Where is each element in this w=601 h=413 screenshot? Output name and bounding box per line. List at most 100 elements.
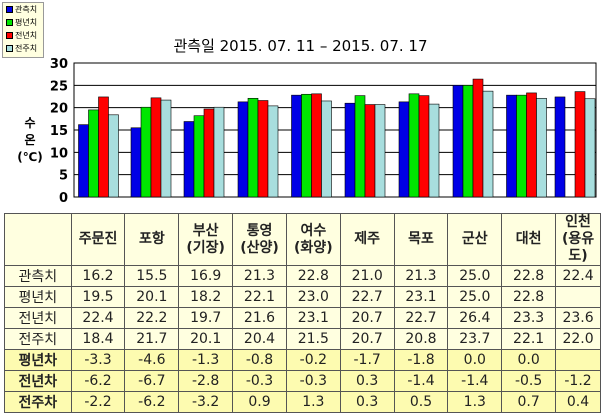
column-header-line: 제주 — [354, 231, 381, 247]
bar-전주치 — [428, 103, 440, 198]
table-cell: -0.2 — [285, 349, 341, 371]
table-cell: 23.3 — [501, 307, 557, 329]
bar-관측치 — [291, 94, 302, 198]
legend-label: 관측치 — [15, 5, 38, 14]
table-header-row: 주문진 포항 부산 (기장) 통영 (산양) 여수 (화양) 제주 목포 군산 대천 인천 (용유도) — [4, 213, 601, 266]
table-cell: 16.9 — [178, 265, 234, 287]
table-cell: 22.8 — [501, 265, 557, 287]
column-header: 통영 (산양) — [232, 213, 287, 266]
column-header-line: 여수 — [300, 222, 327, 239]
bar-관측치 — [554, 96, 566, 198]
bar-전년치 — [203, 108, 215, 198]
bar-전주치 — [160, 99, 172, 198]
column-header-line: (기장) — [186, 239, 225, 256]
row-label: 전주차 — [4, 391, 72, 413]
table-cell: 16.2 — [70, 265, 126, 287]
bar-전년치 — [526, 92, 537, 198]
legend-item: 평년치 — [3, 16, 43, 29]
table-cell: -6.7 — [124, 370, 180, 392]
legend-label: 전년치 — [15, 31, 38, 40]
bar-chart: 0 5 10 15 20 25 30 — [50, 57, 597, 206]
column-header-line: (용유도) — [561, 231, 595, 264]
bar-평년치 — [193, 115, 205, 198]
column-header-line: 주문진 — [78, 231, 118, 247]
legend-item: 전주치 — [3, 42, 43, 55]
table-cell: -6.2 — [124, 391, 180, 413]
table-cell: -1.4 — [393, 370, 449, 392]
column-header: 여수 (화양) — [285, 213, 341, 266]
table-cell: 23.6 — [555, 307, 601, 329]
table-cell: 0.9 — [232, 391, 287, 413]
bar-평년치 — [247, 97, 259, 198]
bar-전주치 — [374, 104, 386, 198]
bar-전주치 — [267, 105, 279, 198]
bar-전년치 — [257, 100, 269, 198]
bar-전주치 — [108, 114, 119, 198]
chart-title: 관측일 2015. 07. 11 – 2015. 07. 17 — [173, 37, 428, 55]
table-cell: 20.7 — [339, 328, 395, 350]
table-cell: -4.6 — [124, 349, 180, 371]
column-header: 주문진 — [70, 213, 126, 266]
bar-관측치 — [344, 102, 356, 198]
y-tick-label: 10 — [50, 146, 68, 161]
table-cell: -0.3 — [285, 370, 341, 392]
legend-swatch — [6, 6, 13, 13]
column-header-line: 대천 — [515, 231, 542, 247]
bar-전년치 — [364, 104, 376, 198]
row-label: 평년차 — [4, 349, 72, 371]
table-cell: 0.3 — [339, 370, 395, 392]
row-label: 전년차 — [4, 370, 72, 392]
table-cell: 1.3 — [285, 391, 341, 413]
table-cell: 19.7 — [178, 307, 234, 329]
row-label: 전년치 — [4, 307, 72, 329]
table-cell: 18.2 — [178, 286, 234, 308]
bar-평년치 — [140, 106, 152, 198]
table-cell: 20.1 — [124, 286, 180, 308]
bar-관측치 — [78, 124, 89, 198]
table-cell: -0.5 — [501, 370, 557, 392]
legend-label: 평년치 — [15, 18, 38, 27]
bar-전년치 — [311, 93, 322, 198]
bar-관측치 — [237, 101, 249, 198]
column-header: 목포 — [393, 213, 449, 266]
table-cell: 22.1 — [501, 328, 557, 350]
y-tick-label: 20 — [50, 102, 68, 117]
table-cell: 23.7 — [447, 328, 503, 350]
table-cell: 25.0 — [447, 265, 503, 287]
table-cell: 0.5 — [393, 391, 449, 413]
table-cell: 0.0 — [501, 349, 557, 371]
table-cell: -1.3 — [178, 349, 234, 371]
table-cell: -1.2 — [555, 370, 601, 392]
legend-item: 전년치 — [3, 29, 43, 42]
legend-label: 전주치 — [15, 44, 38, 53]
bar-관측치 — [183, 121, 195, 198]
row-label: 전주치 — [4, 328, 72, 350]
table-cell: 19.5 — [70, 286, 126, 308]
legend-swatch — [6, 19, 13, 26]
table-cell: 21.3 — [393, 265, 449, 287]
column-header: 대천 — [501, 213, 557, 266]
bar-평년치 — [354, 95, 366, 198]
table-cell: 25.0 — [447, 286, 503, 308]
bar-평년치 — [88, 109, 99, 198]
table-cell: 22.4 — [70, 307, 126, 329]
table-cell: -2.8 — [178, 370, 234, 392]
y-axis-title-line: 온 — [24, 133, 36, 147]
table-cell: 20.1 — [178, 328, 234, 350]
table-cell: 21.7 — [124, 328, 180, 350]
bar-전주치 — [584, 98, 596, 198]
column-header: 포항 — [124, 213, 180, 266]
data-table: 주문진 포항 부산 (기장) 통영 (산양) 여수 (화양) 제주 목포 군산 대천 인천 (용유도) 관측… — [4, 213, 601, 413]
bar-평년치 — [408, 93, 420, 198]
bar-전주치 — [213, 106, 225, 198]
table-cell: 15.5 — [124, 265, 180, 287]
column-header-line: (산양) — [240, 239, 279, 256]
legend-swatch — [6, 45, 13, 52]
bar-전주치 — [321, 100, 332, 198]
table-cell: 22.0 — [555, 328, 601, 350]
table-cell: 22.7 — [339, 286, 395, 308]
bar-전주치 — [536, 97, 547, 198]
column-header: 제주 — [339, 213, 395, 266]
table-row: 전주차 -2.2 -6.2 -3.2 0.9 1.3 0.3 0.5 1.3 0.7 0.4 — [4, 391, 601, 413]
table-cell: -6.2 — [70, 370, 126, 392]
